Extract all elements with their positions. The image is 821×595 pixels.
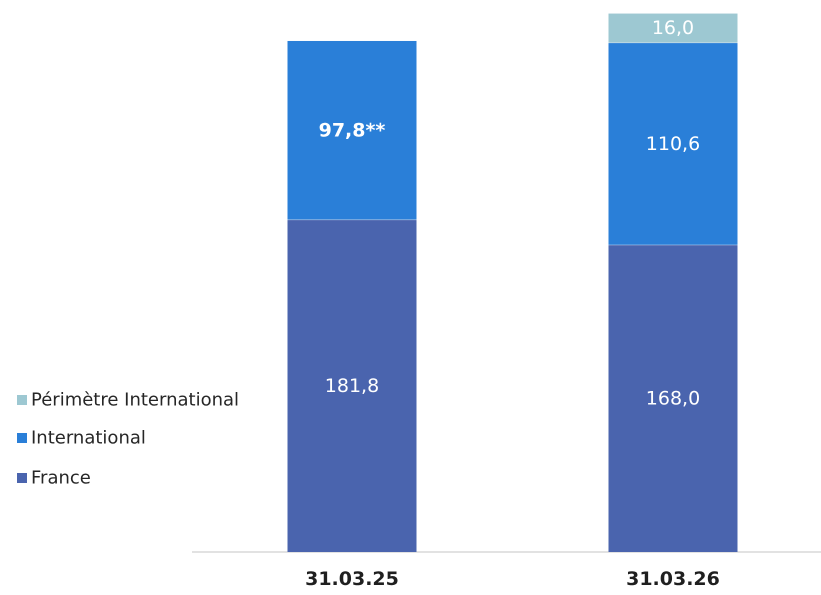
- bar-international-31-03-26: [608, 42, 738, 245]
- bar-international-31-03-25: [287, 40, 417, 220]
- category-labels-layer: 31.03.25 31.03.26: [305, 568, 720, 590]
- legend-label-france: France: [31, 468, 91, 489]
- x-tick-label-31-03-25: 31.03.25: [305, 568, 399, 590]
- legend-label-perimetre-international: Périmètre International: [31, 390, 239, 411]
- data-labels-layer: 181,8 97,8** 168,0 110,6 16,0: [319, 17, 701, 409]
- data-label-perimetre-international-31-03-26: 16,0: [652, 17, 694, 39]
- legend-label-international: International: [31, 428, 146, 449]
- data-label-international-31-03-26: 110,6: [646, 133, 700, 155]
- bar-perimetre-international-31-03-26: [608, 13, 738, 43]
- legend-swatch-france: [17, 473, 27, 483]
- data-label-france-31-03-26: 168,0: [646, 387, 700, 409]
- legend-swatch-perimetre-international: [17, 395, 27, 405]
- bar-france-31-03-25: [287, 219, 417, 553]
- bar-france-31-03-26: [608, 244, 738, 552]
- legend-swatch-international: [17, 433, 27, 443]
- bars-layer: [287, 13, 738, 553]
- data-label-france-31-03-25: 181,8: [325, 375, 379, 397]
- data-label-international-31-03-25: 97,8**: [319, 119, 386, 141]
- legend: Périmètre International International Fran…: [17, 390, 239, 489]
- x-tick-label-31-03-26: 31.03.26: [626, 568, 720, 590]
